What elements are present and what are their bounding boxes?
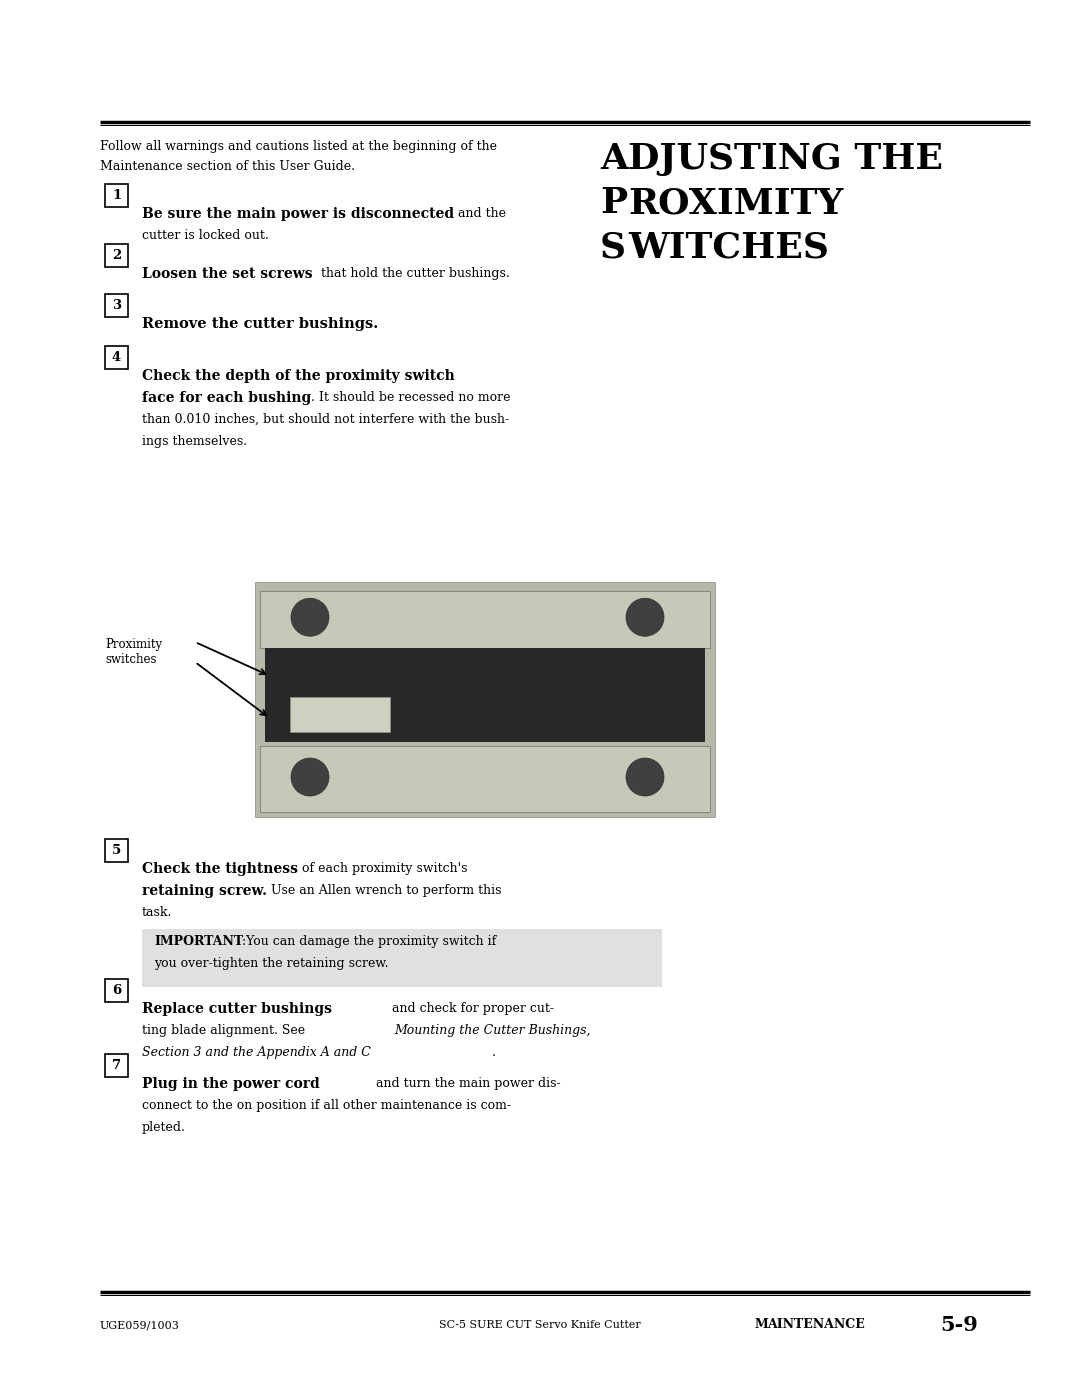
Bar bbox=[105, 1053, 129, 1077]
Text: Loosen the set screws: Loosen the set screws bbox=[141, 267, 312, 281]
Text: and the: and the bbox=[454, 207, 507, 219]
Text: IMPORTANT: IMPORTANT bbox=[154, 935, 243, 949]
Text: Maintenance section of this User Guide.: Maintenance section of this User Guide. bbox=[100, 161, 355, 173]
Text: 4: 4 bbox=[112, 351, 121, 365]
Text: pleted.: pleted. bbox=[141, 1120, 186, 1134]
Text: retaining screw.: retaining screw. bbox=[141, 884, 267, 898]
Text: connect to the on position if all other maintenance is com-: connect to the on position if all other … bbox=[141, 1099, 511, 1112]
Circle shape bbox=[291, 759, 329, 796]
Bar bbox=[105, 840, 129, 862]
Text: and turn the main power dis-: and turn the main power dis- bbox=[372, 1077, 561, 1090]
Text: AINTENANCE: AINTENANCE bbox=[767, 1319, 865, 1331]
Text: 1: 1 bbox=[112, 189, 121, 203]
Bar bbox=[105, 979, 129, 1002]
Text: 5-9: 5-9 bbox=[940, 1315, 977, 1336]
Bar bbox=[255, 583, 715, 817]
Text: . It should be recessed no more: . It should be recessed no more bbox=[311, 391, 511, 404]
Bar bbox=[260, 746, 710, 812]
Text: DJUSTING THE: DJUSTING THE bbox=[627, 142, 943, 176]
Text: ROXIMITY: ROXIMITY bbox=[627, 186, 843, 219]
Text: Replace cutter bushings: Replace cutter bushings bbox=[141, 1002, 332, 1016]
Bar bbox=[105, 184, 129, 207]
Text: and check for proper cut-: and check for proper cut- bbox=[384, 1002, 554, 1016]
Text: task.: task. bbox=[141, 907, 173, 919]
Text: Check the tightness: Check the tightness bbox=[141, 862, 298, 876]
Text: face for each bushing: face for each bushing bbox=[141, 391, 311, 405]
Bar bbox=[105, 244, 129, 267]
Text: SC-5 SURE CUT Servo Knife Cutter: SC-5 SURE CUT Servo Knife Cutter bbox=[440, 1320, 640, 1330]
Text: than 0.010 inches, but should not interfere with the bush-: than 0.010 inches, but should not interf… bbox=[141, 414, 509, 426]
Text: 5: 5 bbox=[112, 844, 121, 856]
Text: P: P bbox=[600, 186, 627, 219]
Text: Mounting the Cutter Bushings,: Mounting the Cutter Bushings, bbox=[394, 1024, 591, 1037]
Text: 6: 6 bbox=[112, 983, 121, 997]
Text: UGE059/1003: UGE059/1003 bbox=[100, 1320, 180, 1330]
Text: :You can damage the proximity switch if: :You can damage the proximity switch if bbox=[242, 935, 496, 949]
Bar bbox=[105, 293, 129, 317]
Text: Follow all warnings and cautions listed at the beginning of the: Follow all warnings and cautions listed … bbox=[100, 140, 497, 154]
Circle shape bbox=[291, 598, 329, 636]
Text: you over-tighten the retaining screw.: you over-tighten the retaining screw. bbox=[154, 957, 389, 970]
Text: Use an Allen wrench to perform this: Use an Allen wrench to perform this bbox=[267, 884, 501, 897]
Text: .: . bbox=[492, 1046, 496, 1059]
Circle shape bbox=[626, 598, 664, 636]
Bar bbox=[265, 648, 705, 742]
Text: Check the depth of the proximity switch: Check the depth of the proximity switch bbox=[141, 369, 455, 383]
Text: 3: 3 bbox=[112, 299, 121, 312]
Bar bbox=[105, 346, 129, 369]
Text: S: S bbox=[600, 231, 626, 264]
Text: of each proximity switch's: of each proximity switch's bbox=[298, 862, 468, 875]
Text: Proximity
switches: Proximity switches bbox=[105, 638, 162, 666]
Text: 2: 2 bbox=[112, 249, 121, 263]
Text: 7: 7 bbox=[112, 1059, 121, 1071]
Text: Plug in the power cord: Plug in the power cord bbox=[141, 1077, 320, 1091]
Text: ting blade alignment. See: ting blade alignment. See bbox=[141, 1024, 309, 1037]
Text: M: M bbox=[755, 1319, 769, 1331]
Text: Section 3 and the Appendix A and C: Section 3 and the Appendix A and C bbox=[141, 1046, 370, 1059]
Text: that hold the cutter bushings.: that hold the cutter bushings. bbox=[312, 267, 510, 279]
Circle shape bbox=[626, 759, 664, 796]
Text: Remove the cutter bushings.: Remove the cutter bushings. bbox=[141, 317, 378, 331]
Bar bbox=[141, 929, 662, 988]
Text: ings themselves.: ings themselves. bbox=[141, 434, 247, 448]
Bar bbox=[291, 697, 390, 732]
Text: Be sure the main power is disconnected: Be sure the main power is disconnected bbox=[141, 207, 454, 221]
Bar bbox=[260, 591, 710, 648]
Text: cutter is locked out.: cutter is locked out. bbox=[141, 229, 269, 242]
Text: A: A bbox=[600, 142, 629, 176]
Text: WITCHES: WITCHES bbox=[627, 231, 828, 264]
